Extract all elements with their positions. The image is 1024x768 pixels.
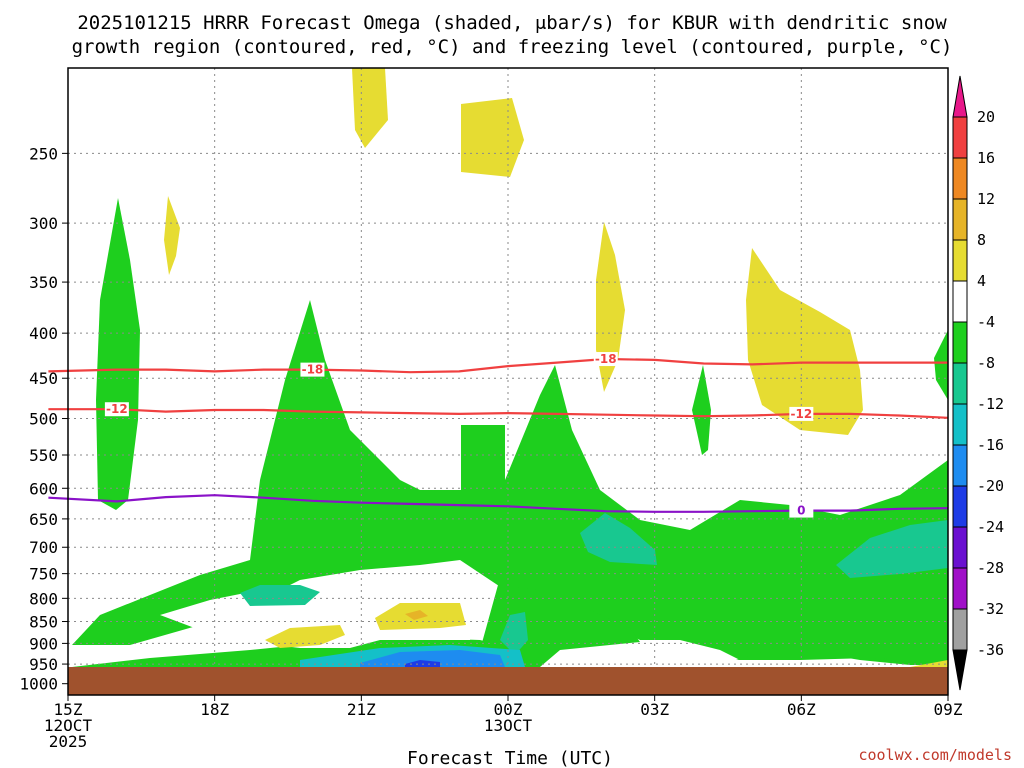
x-tick-label: 12OCT bbox=[44, 716, 93, 735]
contour-label: -18 bbox=[302, 363, 324, 377]
colorbar-band bbox=[952, 321, 968, 364]
colorbar-label: -28 bbox=[977, 559, 1004, 577]
contour-label-bg bbox=[789, 503, 814, 518]
colorbar-label: -32 bbox=[977, 600, 1004, 618]
colorbar-band bbox=[952, 444, 968, 487]
colorbar-band bbox=[952, 116, 968, 159]
y-tick-label: 800 bbox=[29, 589, 58, 608]
shade-teal-3 bbox=[836, 520, 948, 578]
y-tick-label: 750 bbox=[29, 565, 58, 584]
shade-yellow-mid-1 bbox=[596, 222, 625, 392]
shade-yellow-upper-3 bbox=[164, 196, 180, 275]
shade-darkblue-lowest bbox=[405, 660, 440, 667]
shade-green-small-column bbox=[692, 365, 711, 455]
contour-label: -18 bbox=[595, 352, 617, 366]
y-axis: 250 300 350 400 450 500 550 600 650 700 750 800 850 9… bbox=[19, 144, 68, 694]
y-tick-label: 650 bbox=[29, 510, 58, 529]
y-tick-label: 900 bbox=[29, 634, 58, 653]
shade-yellow-mid-2 bbox=[746, 248, 863, 435]
x-tick-label: 18Z bbox=[200, 700, 229, 719]
shade-teal-1 bbox=[240, 585, 320, 606]
chart-title-line1: 2025101215 HRRR Forecast Omega (shaded, … bbox=[77, 12, 947, 34]
colorbar-label: 4 bbox=[977, 272, 986, 290]
contour-line--18 bbox=[48, 357, 948, 374]
contour-label-bg bbox=[104, 402, 129, 417]
x-tick-label: 03Z bbox=[640, 700, 669, 719]
y-tick-label: 850 bbox=[29, 613, 58, 632]
contour-lines: -18 -18 -12 -12 0 bbox=[48, 352, 949, 518]
colorbar-label: 12 bbox=[977, 190, 995, 208]
x-tick-label: 2025 bbox=[49, 732, 88, 751]
contour-label: -12 bbox=[106, 402, 128, 416]
colorbar-label: -12 bbox=[977, 395, 1004, 413]
x-tick-label: 21Z bbox=[347, 700, 376, 719]
y-tick-label: 450 bbox=[29, 369, 58, 388]
colorbar-label: -8 bbox=[977, 354, 995, 372]
contour-label-bg bbox=[593, 352, 618, 367]
contour-label: 0 bbox=[797, 504, 805, 518]
contour-label-bg bbox=[789, 406, 814, 421]
x-tick-label: 15Z bbox=[54, 700, 83, 719]
y-tick-label: 700 bbox=[29, 538, 58, 557]
colorbar-band bbox=[952, 485, 968, 528]
contour-label: -12 bbox=[790, 407, 812, 421]
shade-green-left-column bbox=[96, 198, 140, 510]
plot-area: -18 -18 -12 -12 0 bbox=[48, 67, 949, 696]
y-tick-label: 350 bbox=[29, 273, 58, 292]
y-tick-label: 950 bbox=[29, 655, 58, 674]
colorbar-label: 16 bbox=[977, 149, 995, 167]
colorbar-arrow-top bbox=[952, 75, 968, 118]
shade-orange-dot bbox=[405, 610, 428, 620]
chart-title-line2: growth region (contoured, red, °C) and f… bbox=[72, 36, 953, 58]
colorbar-band bbox=[952, 280, 968, 323]
y-tick-label: 1000 bbox=[19, 675, 58, 694]
colorbar-band bbox=[952, 526, 968, 569]
shade-yellow-low-1 bbox=[265, 625, 345, 648]
x-tick-label: 09Z bbox=[934, 700, 963, 719]
shade-yellow-far-right bbox=[910, 660, 948, 667]
shade-green-right-lower bbox=[736, 622, 948, 660]
colorbar-band bbox=[952, 608, 968, 651]
y-tick-label: 400 bbox=[29, 324, 58, 343]
shade-teal-4 bbox=[500, 612, 528, 655]
shade-teal-2 bbox=[580, 513, 657, 565]
colorbar-label: -24 bbox=[977, 518, 1004, 536]
colorbar: 20 16 12 8 4 -4 -8 -12 -16 -20 -24 -28 -32 -36 bbox=[952, 75, 1004, 691]
y-tick-label: 500 bbox=[29, 410, 58, 429]
x-axis-label: Forecast Time (UTC) bbox=[407, 748, 613, 768]
colorbar-label: -16 bbox=[977, 436, 1004, 454]
ground-terrain bbox=[68, 667, 948, 695]
colorbar-band bbox=[952, 157, 968, 200]
x-tick-label: 13OCT bbox=[484, 716, 533, 735]
y-tick-label: 300 bbox=[29, 214, 58, 233]
x-tick-label: 06Z bbox=[787, 700, 816, 719]
colorbar-arrow-bottom bbox=[952, 649, 968, 691]
shade-green-right-edge bbox=[934, 330, 948, 400]
credit-text: coolwx.com/models bbox=[858, 746, 1012, 764]
y-tick-label: 250 bbox=[29, 144, 58, 163]
shade-white-gap bbox=[160, 575, 480, 648]
colorbar-band bbox=[952, 362, 968, 405]
colorbar-label: -36 bbox=[977, 641, 1004, 659]
x-tick-label: 00Z bbox=[494, 700, 523, 719]
y-tick-label: 600 bbox=[29, 479, 58, 498]
y-tick-label: 550 bbox=[29, 446, 58, 465]
colorbar-label: 8 bbox=[977, 231, 986, 249]
colorbar-band bbox=[952, 239, 968, 282]
shade-blue-lowest bbox=[360, 650, 505, 667]
colorbar-band bbox=[952, 403, 968, 446]
colorbar-band bbox=[952, 198, 968, 241]
colorbar-label: -4 bbox=[977, 313, 995, 331]
colorbar-label: 20 bbox=[977, 108, 995, 126]
contour-label-bg bbox=[300, 362, 325, 377]
colorbar-band bbox=[952, 567, 968, 610]
colorbar-label: -20 bbox=[977, 477, 1004, 495]
